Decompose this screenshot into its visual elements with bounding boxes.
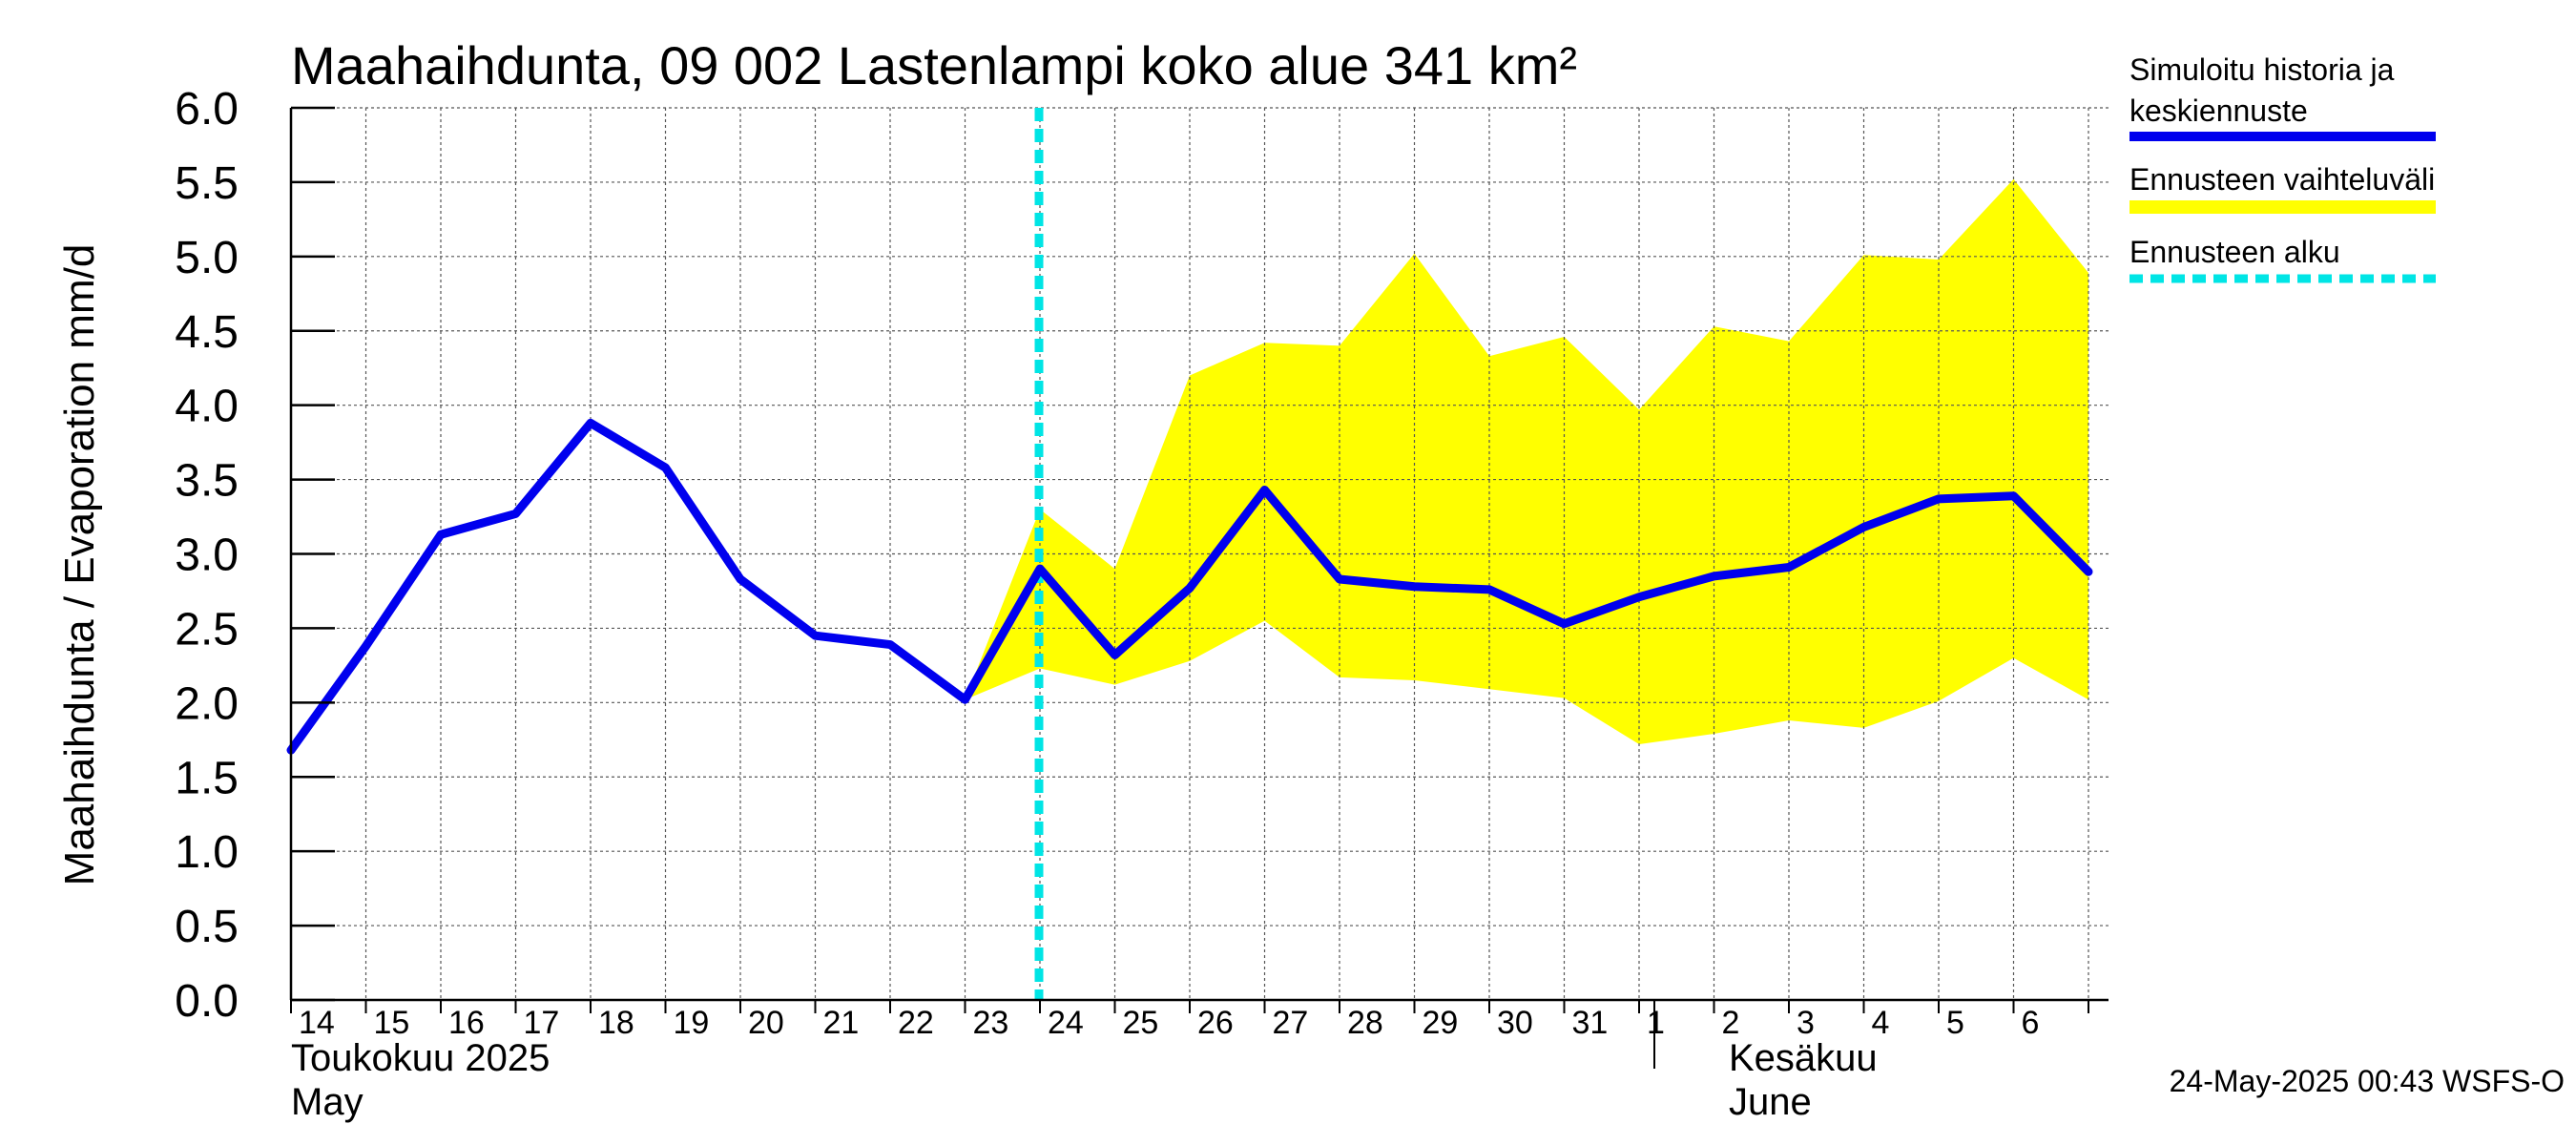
y-tick-label: 5.0 [175, 233, 239, 283]
forecast-range-band-layer [965, 178, 2088, 744]
y-tick-label: 4.5 [175, 307, 239, 358]
month-label-june-fi: Kesäkuu [1729, 1037, 1878, 1079]
x-tick-labels: 14 15 16 17 18 19 20 21 22 23 24 25 26 27 28 29 30 31 1 2 3 4… [299, 1005, 2039, 1041]
x-tick-label: 4 [1872, 1005, 1890, 1041]
data-point [440, 533, 442, 535]
data-point [1788, 567, 1790, 569]
y-tick-labels: 0.0 0.5 1.0 1.5 2.0 2.5 3.0 3.5 4.0 4.5 5.0 5.5 6.0 [175, 84, 239, 1027]
y-tick-label: 4.0 [175, 382, 239, 432]
x-tick-label: 25 [1123, 1005, 1159, 1041]
x-tick-label: 28 [1347, 1005, 1383, 1041]
x-tick-label: 5 [1946, 1005, 1964, 1041]
data-point [1414, 586, 1415, 588]
data-point [365, 645, 366, 647]
x-tick-label: 30 [1497, 1005, 1533, 1041]
x-tick-label: 24 [1048, 1005, 1084, 1041]
x-tick-label: 15 [374, 1005, 410, 1041]
forecast-range-band [965, 178, 2088, 744]
y-tick-label: 1.5 [175, 753, 239, 803]
month-label-june-en: June [1729, 1081, 1812, 1123]
y-axis-label: Maahaihdunta / Evaporation mm/d [56, 244, 103, 886]
x-tick-label: 6 [2022, 1005, 2040, 1041]
data-point [1638, 596, 1640, 598]
data-point [739, 578, 741, 580]
x-tick-label: 2 [1722, 1005, 1740, 1041]
data-point [515, 512, 516, 514]
data-point [815, 635, 816, 636]
series-layer [286, 108, 2093, 1000]
data-point [889, 644, 891, 646]
month-label-may-en: May [291, 1081, 364, 1123]
x-tick-label: 31 [1572, 1005, 1609, 1041]
x-tick-label: 22 [898, 1005, 934, 1041]
x-tick-label: 1 [1647, 1005, 1665, 1041]
legend-label: Ennusteen vaihteluväli [2129, 162, 2435, 197]
data-point [1488, 589, 1490, 591]
x-tick-label: 26 [1197, 1005, 1234, 1041]
x-tick-label: 29 [1423, 1005, 1459, 1041]
legend-label: Simuloitu historia ja [2129, 52, 2395, 87]
data-point [1189, 587, 1191, 589]
x-tick-label: 27 [1273, 1005, 1309, 1041]
y-tick-label: 0.5 [175, 902, 239, 952]
y-tick-label: 3.5 [175, 456, 239, 507]
y-tick-label: 5.5 [175, 158, 239, 209]
x-tick-label: 23 [973, 1005, 1009, 1041]
x-tick-label: 21 [823, 1005, 860, 1041]
legend-label: Ennusteen alku [2129, 235, 2340, 269]
data-point [2013, 495, 2014, 497]
x-tick-label: 19 [674, 1005, 710, 1041]
y-tick-label: 0.0 [175, 976, 239, 1027]
y-tick-label: 2.0 [175, 678, 239, 729]
x-tick-label: 20 [748, 1005, 784, 1041]
footer-timestamp: 24-May-2025 00:43 WSFS-O [2170, 1064, 2565, 1098]
x-tick-label: 16 [448, 1005, 485, 1041]
y-tick-label: 3.0 [175, 531, 239, 581]
x-tick-label: 17 [524, 1005, 560, 1041]
data-point [1863, 526, 1864, 528]
data-point [590, 422, 592, 424]
y-tick-label: 2.5 [175, 604, 239, 655]
legend-label: keskiennuste [2129, 94, 2308, 128]
x-tick-label: 14 [299, 1005, 335, 1041]
x-tick-label: 18 [598, 1005, 634, 1041]
y-tick-label: 1.0 [175, 827, 239, 878]
data-point [1264, 489, 1265, 490]
data-point [965, 698, 966, 700]
legend: Simuloitu historia ja keskiennuste Ennuste… [2129, 52, 2436, 283]
data-point [1564, 623, 1565, 625]
axis-layer [289, 106, 2109, 1069]
data-point [1938, 498, 1940, 500]
chart-title: Maahaihdunta, 09 002 Lastenlampi koko al… [291, 35, 1577, 95]
data-point [1039, 568, 1041, 570]
month-label-may-fi: Toukokuu 2025 [291, 1037, 550, 1079]
data-point [1114, 654, 1115, 656]
y-tick-label: 6.0 [175, 84, 239, 135]
x-tick-label: 3 [1797, 1005, 1815, 1041]
